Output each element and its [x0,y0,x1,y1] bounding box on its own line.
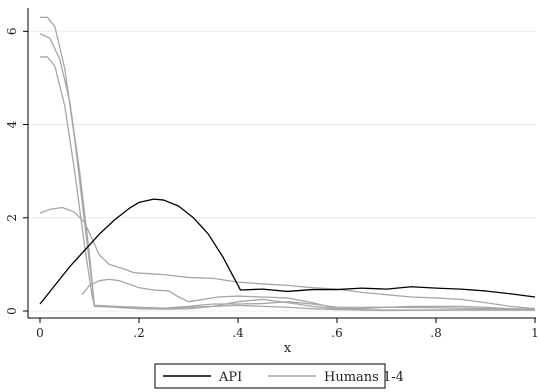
legend-label-0: API [218,370,242,385]
x-tick-label: 0 [36,326,44,340]
gridlines [28,30,536,312]
legend: API Humans 1-4 [154,363,404,389]
y-tick-label: 0 [5,307,19,315]
plot-area [28,8,536,314]
x-tick-label: 1 [531,326,539,340]
series-line-0 [39,198,536,305]
series-lines [39,16,536,312]
series-line-5 [81,278,536,311]
series-line-2 [39,33,536,311]
axes: 0 2 4 6 0 .2 .4 .6 .8 1 [5,8,539,340]
legend-label-1: Humans 1-4 [324,370,404,385]
series-line-4 [39,206,536,310]
x-tick-label: .2 [133,326,144,340]
y-tick-label: 6 [5,27,19,35]
x-axis-title: x [284,341,292,356]
x-tick-label: .6 [331,326,342,340]
y-tick-label: 2 [5,214,19,222]
x-tick-label: .8 [430,326,441,340]
y-tick-label: 4 [5,120,19,128]
x-tick-label: .4 [232,326,244,340]
series-line-3 [40,56,536,311]
